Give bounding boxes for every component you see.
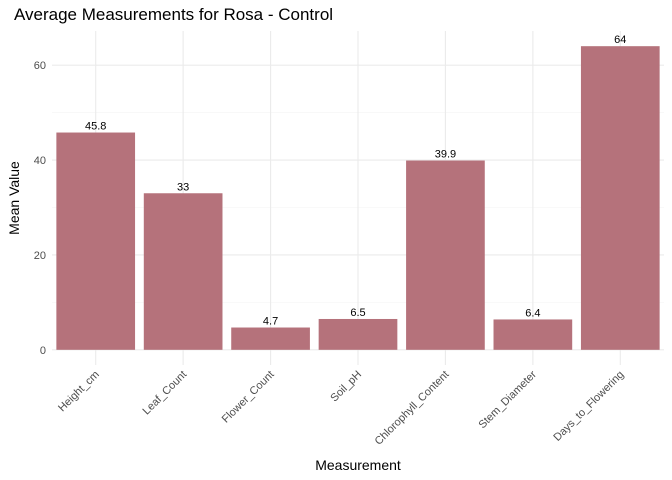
marks [56,46,660,350]
bar [231,327,310,350]
value-label: 64 [614,34,626,46]
y-tick-label: 40 [34,155,46,167]
bar [406,160,485,350]
bar [580,46,660,350]
value-label: 33 [177,181,189,193]
value-label: 4.7 [263,316,278,328]
bar [143,193,223,350]
bar [56,132,136,350]
y-tick-label: 60 [34,60,46,72]
value-label: 6.5 [350,307,365,319]
chart-title: Average Measurements for Rosa - Control [14,5,333,24]
y-tick-label: 0 [40,345,46,357]
value-label: 39.9 [435,149,456,161]
bar [493,319,573,350]
bar [318,318,398,350]
value-label: 6.4 [525,307,540,319]
y-axis-title: Mean Value [6,161,22,235]
x-axis-title: Measurement [315,457,401,473]
y-tick-label: 20 [34,250,46,262]
value-label: 45.8 [85,121,106,133]
